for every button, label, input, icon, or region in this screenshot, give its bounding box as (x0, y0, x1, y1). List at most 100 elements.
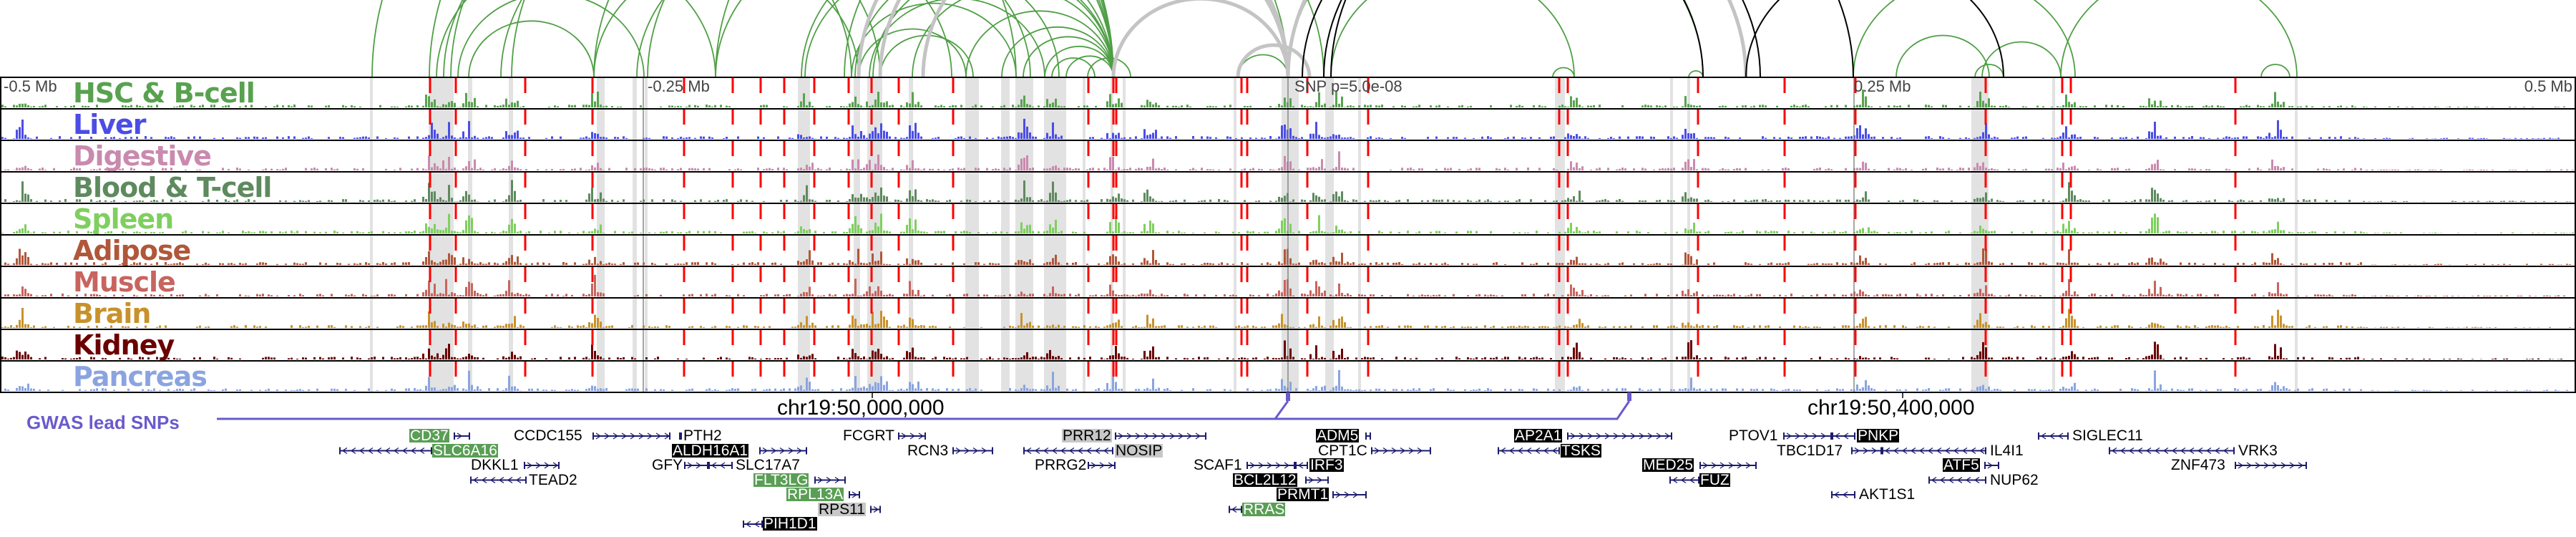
gene-label[interactable]: RRAS (1242, 500, 1286, 518)
strand-arrow (621, 432, 628, 440)
strand-arrow (1944, 447, 1951, 455)
signal-7 (1, 307, 2571, 328)
strand-arrow (852, 491, 858, 498)
interaction-arc (429, 0, 1114, 77)
strand-arrow (1936, 447, 1942, 455)
track-label: Blood & T-cell (73, 172, 272, 203)
strand-arrow (393, 447, 399, 455)
strand-arrow (788, 447, 794, 455)
gwas-connector (217, 400, 1289, 420)
strand-arrow (972, 447, 979, 455)
interaction-arc (2060, 0, 2298, 77)
gene-label[interactable]: AP2A1 (1514, 427, 1563, 444)
strand-arrow (1948, 476, 1954, 484)
gene-label[interactable]: TSKS (1561, 442, 1601, 459)
strand-arrow (1094, 447, 1101, 455)
gene-exon (2233, 447, 2235, 455)
strand-arrow (1795, 432, 1801, 440)
gene-label[interactable]: TBC1D17 (1777, 442, 1843, 459)
gene-label[interactable]: TEAD2 (529, 471, 577, 488)
strand-arrow (2238, 462, 2244, 469)
gene-exon (1998, 462, 1999, 469)
strand-arrow (544, 462, 550, 469)
gene-label[interactable]: SLC6A16 (432, 442, 498, 459)
strand-arrow (1884, 447, 1890, 455)
signal-1 (1, 118, 2560, 139)
strand-arrow (1275, 462, 1282, 469)
interaction-arc (1745, 0, 2004, 77)
interaction-arc (1111, 0, 1290, 77)
gene-exon (879, 505, 881, 513)
gene-label[interactable]: GFY (652, 457, 683, 473)
gene-label[interactable]: CD37 (409, 427, 449, 444)
gene-label[interactable]: AKT1S1 (1859, 486, 1916, 503)
strand-arrow (1961, 447, 1968, 455)
strand-arrow (753, 521, 760, 528)
gene-label[interactable]: CCDC155 (514, 427, 582, 444)
gene-label[interactable]: PTH2 (683, 427, 722, 444)
strand-arrow (2162, 447, 2169, 455)
gene-label[interactable]: SIGLEC11 (2072, 427, 2143, 444)
strand-arrow (1178, 432, 1184, 440)
gene-label[interactable]: CPT1C (1318, 442, 1367, 459)
gene-exon (1928, 476, 1930, 484)
gene-label[interactable]: SCAF1 (1194, 457, 1242, 473)
gene-label[interactable]: NOSIP (1115, 442, 1163, 459)
gene-label[interactable]: MED25 (1642, 457, 1694, 473)
gene-label[interactable]: RCN3 (907, 442, 949, 459)
gene-exon (2067, 432, 2069, 440)
gene-exon (1307, 462, 1308, 469)
strand-arrow (1085, 447, 1092, 455)
strand-arrow (1570, 432, 1576, 440)
interaction-arc (804, 0, 1060, 77)
gene-label[interactable]: NUP62 (1990, 471, 2039, 488)
gene-label[interactable]: ADM5 (1316, 427, 1360, 444)
gene-label[interactable]: FLT3LG (753, 471, 809, 488)
gene-label[interactable]: SLC17A7 (736, 457, 800, 473)
strand-arrow (1596, 432, 1602, 440)
interaction-arc (2260, 64, 2290, 77)
gene-label[interactable]: RPL13A (786, 486, 844, 503)
gene-label[interactable]: PNKP (1857, 427, 1900, 444)
strand-arrow (2280, 462, 2287, 469)
strand-arrow (401, 447, 408, 455)
interaction-arc (1688, 70, 1704, 77)
gene-label[interactable]: VRK3 (2238, 442, 2278, 459)
gene-label[interactable]: PRRG2 (1035, 457, 1087, 473)
strand-arrow (1953, 447, 1959, 455)
strand-arrow (1979, 447, 1985, 455)
gene-exon (806, 447, 807, 455)
strand-arrow (1258, 462, 1264, 469)
gene-label[interactable]: IRF3 (1309, 457, 1344, 473)
strand-arrow (2111, 447, 2117, 455)
gene-exon (844, 476, 846, 484)
gene-label[interactable]: IL4I1 (1990, 442, 2024, 459)
gene-label[interactable]: ALDH16A1 (672, 442, 749, 459)
interaction-arc (500, 0, 881, 77)
gene-label[interactable]: PIH1D1 (763, 516, 817, 532)
gene-label[interactable]: PRMT1 (1277, 486, 1330, 503)
gene-label[interactable]: PRR12 (1062, 427, 1112, 444)
strand-arrow (1613, 432, 1619, 440)
gene-label[interactable]: ATF5 (1943, 457, 1980, 473)
strand-arrow (498, 476, 504, 484)
gene-exon (1327, 476, 1329, 484)
strand-arrow (1534, 447, 1541, 455)
interaction-arc (1974, 64, 2004, 77)
interaction-arc (715, 0, 1031, 77)
strand-arrow (1099, 462, 1106, 469)
gene-label[interactable]: RPS11 (818, 500, 866, 518)
gene-label[interactable]: FUZ (1699, 471, 1730, 488)
axis-label-right-mid: 0.25 Mb (1854, 77, 1911, 95)
gene-label[interactable]: BCL2L12 (1233, 471, 1297, 488)
strand-arrow (2298, 462, 2304, 469)
gene-label[interactable]: PTOV1 (1729, 427, 1778, 444)
strand-arrow (1604, 432, 1611, 440)
gene-label[interactable]: ZNF473 (2171, 457, 2225, 473)
gene-exon (859, 491, 860, 498)
gene-label[interactable]: FCGRT (843, 427, 894, 444)
gene-exon (1755, 462, 1757, 469)
gene-exon (1365, 491, 1367, 498)
gene-label[interactable]: DKKL1 (471, 457, 519, 473)
strand-arrow (1630, 432, 1636, 440)
